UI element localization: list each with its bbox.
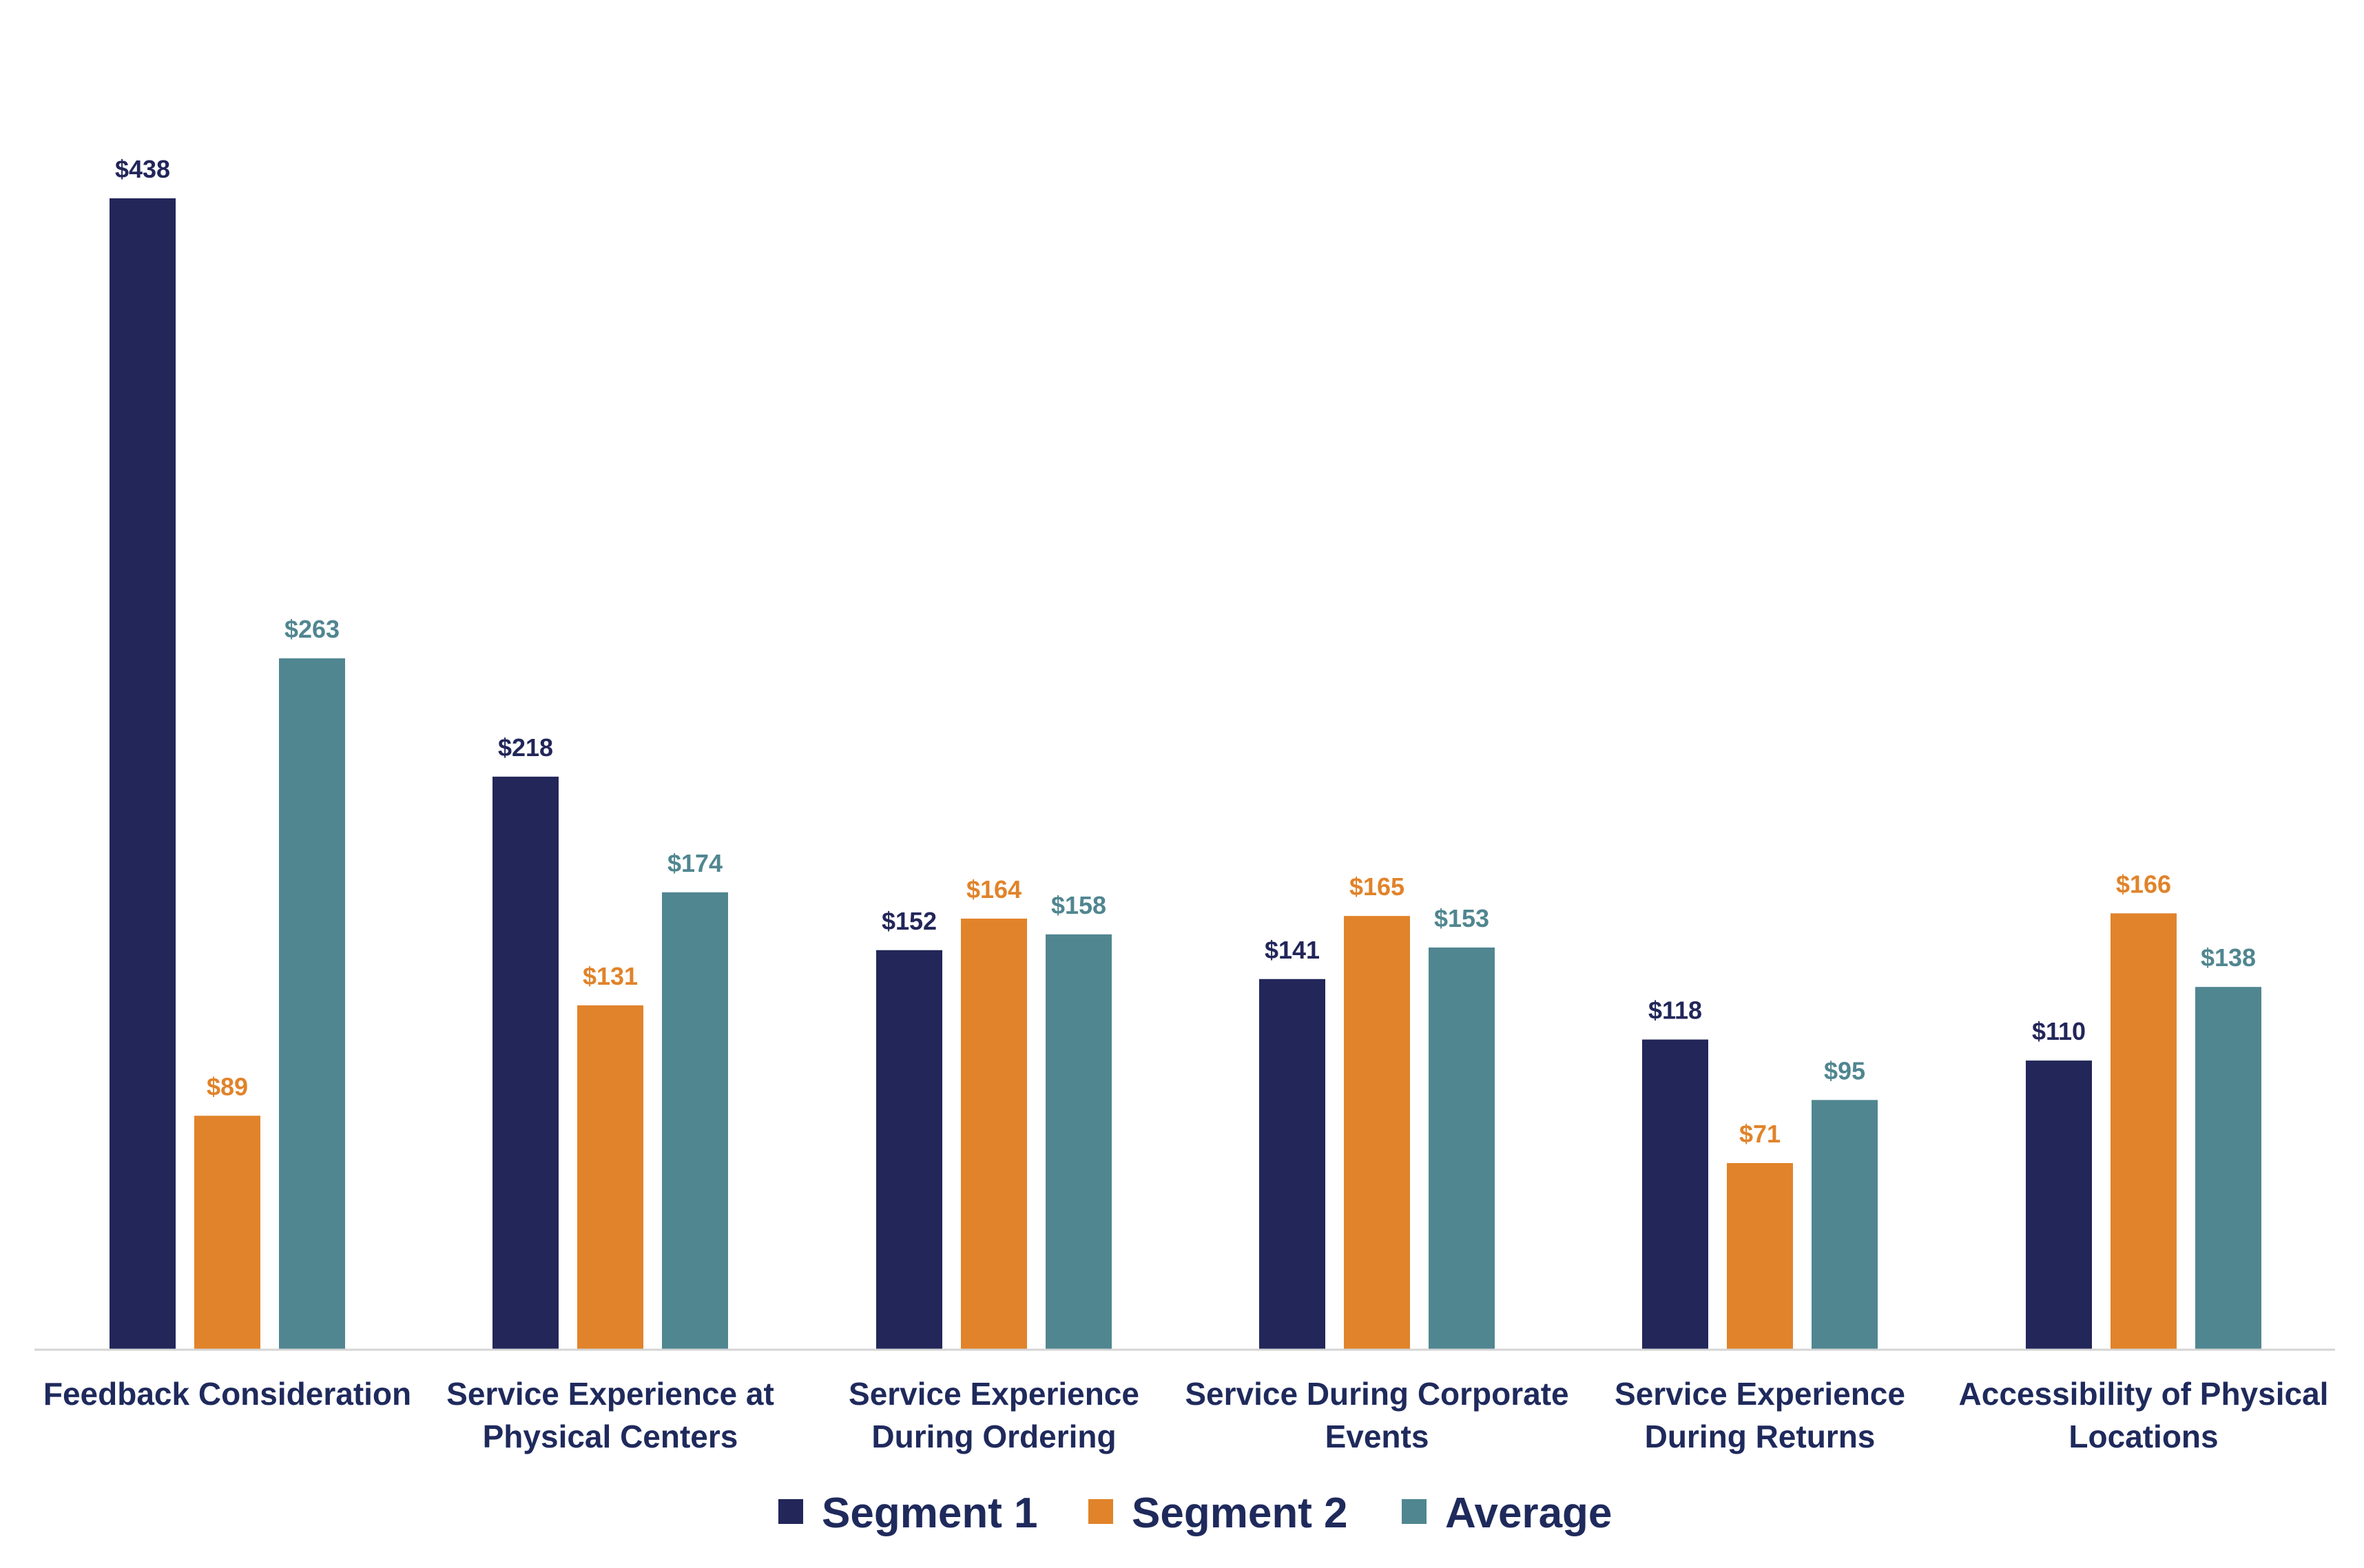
legend-item-average: Average bbox=[1402, 1489, 1612, 1537]
value-label: $263 bbox=[284, 615, 340, 643]
value-label: $174 bbox=[667, 849, 723, 877]
value-label: $218 bbox=[498, 733, 553, 762]
bar-segment-1-6 bbox=[2026, 1060, 2092, 1350]
category-label-line: Service Experience bbox=[849, 1376, 1139, 1412]
legend-item-segment-1: Segment 1 bbox=[778, 1489, 1038, 1537]
category-label-line: Physical Centers bbox=[483, 1419, 738, 1454]
bar-average-4 bbox=[1429, 947, 1495, 1350]
bar-average-2 bbox=[662, 892, 728, 1350]
legend-label: Segment 2 bbox=[1132, 1489, 1348, 1537]
legend: Segment 1 Segment 2 Average bbox=[778, 1489, 1612, 1537]
category-label: Service Experience at Physical Centers bbox=[446, 1376, 774, 1454]
bar-segment-1-2 bbox=[493, 776, 559, 1350]
value-label: $152 bbox=[882, 907, 937, 935]
value-label: $153 bbox=[1434, 904, 1489, 932]
legend-item-segment-2: Segment 2 bbox=[1088, 1489, 1348, 1537]
bar-average-5 bbox=[1812, 1100, 1878, 1350]
category-label: Service Experience During Ordering bbox=[849, 1376, 1139, 1454]
value-label: $138 bbox=[2201, 943, 2256, 972]
value-label: $95 bbox=[1824, 1056, 1865, 1085]
bar-segment-1-1 bbox=[110, 198, 176, 1350]
value-label: $166 bbox=[2116, 870, 2171, 898]
category-label-line: Service During Corporate bbox=[1185, 1376, 1568, 1412]
category-label: Feedback Consideration bbox=[43, 1376, 411, 1412]
value-labels-layer: $438 $89 $263 $218 $131 $174 $152 $164 $158 $141 $… bbox=[115, 155, 2256, 1148]
category-label-line: Service Experience at bbox=[446, 1376, 774, 1412]
category-label-line: Accessibility of Physical bbox=[1959, 1376, 2329, 1412]
category-label-line: During Returns bbox=[1645, 1419, 1876, 1454]
value-label: $118 bbox=[1648, 996, 1702, 1025]
bar-segment-2-3 bbox=[961, 918, 1027, 1350]
bar-segment-1-5 bbox=[1642, 1039, 1708, 1350]
bar-segment-2-2 bbox=[577, 1005, 643, 1350]
bar-average-1 bbox=[279, 658, 345, 1350]
category-label: Service During Corporate Events bbox=[1185, 1376, 1568, 1454]
value-label: $131 bbox=[583, 962, 638, 990]
category-label: Service Experience During Returns bbox=[1615, 1376, 1905, 1454]
bars-layer bbox=[110, 198, 2261, 1350]
bar-average-3 bbox=[1046, 934, 1112, 1350]
category-label-line: Feedback Consideration bbox=[43, 1376, 411, 1412]
bar-segment-2-1 bbox=[194, 1116, 260, 1350]
bar-segment-1-4 bbox=[1259, 979, 1325, 1350]
legend-label: Segment 1 bbox=[822, 1489, 1038, 1537]
bar-segment-1-3 bbox=[876, 950, 942, 1350]
legend-swatch bbox=[1088, 1499, 1113, 1524]
bar-segment-2-6 bbox=[2111, 913, 2177, 1350]
bar-segment-2-4 bbox=[1344, 916, 1410, 1350]
category-label-line: During Ordering bbox=[871, 1419, 1116, 1454]
value-label: $158 bbox=[1051, 891, 1106, 919]
bar-segment-2-5 bbox=[1727, 1162, 1793, 1350]
category-label-line: Events bbox=[1325, 1419, 1429, 1454]
value-label: $438 bbox=[115, 155, 170, 183]
value-label: $165 bbox=[1349, 872, 1404, 901]
value-label: $71 bbox=[1739, 1120, 1781, 1148]
bar-average-6 bbox=[2195, 987, 2261, 1350]
category-label-line: Locations bbox=[2068, 1419, 2218, 1454]
value-label: $110 bbox=[2032, 1017, 2086, 1045]
value-label: $89 bbox=[207, 1072, 248, 1100]
legend-label: Average bbox=[1445, 1489, 1612, 1537]
category-label: Accessibility of Physical Locations bbox=[1959, 1376, 2329, 1454]
category-label-line: Service Experience bbox=[1615, 1376, 1905, 1412]
legend-swatch bbox=[1402, 1499, 1427, 1524]
category-labels-layer: Feedback Consideration Service Experience… bbox=[43, 1376, 2329, 1454]
value-label: $164 bbox=[966, 875, 1022, 903]
value-label: $141 bbox=[1265, 936, 1320, 964]
legend-swatch bbox=[778, 1499, 803, 1524]
